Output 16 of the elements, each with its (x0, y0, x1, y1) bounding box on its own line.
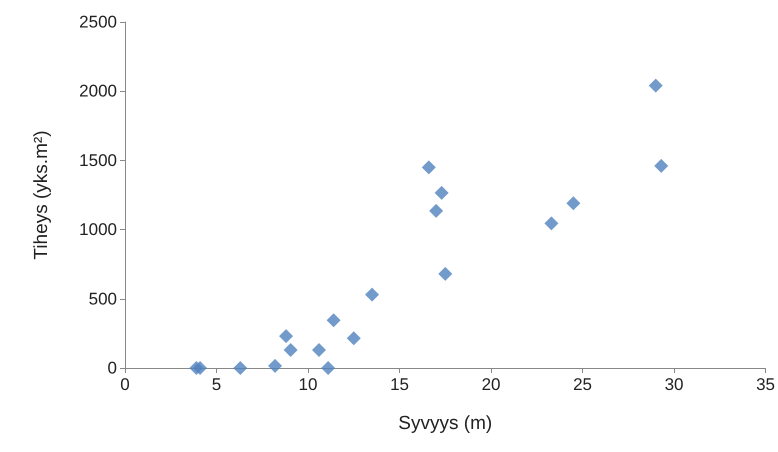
y-tick-label: 1000 (79, 220, 117, 240)
y-tick-label: 2000 (79, 82, 117, 101)
x-tick-label: 20 (482, 375, 500, 394)
x-tick-label: 35 (756, 375, 776, 394)
y-tick-label: 500 (88, 289, 117, 308)
y-axis-title: Tiheys (yks.m²) (31, 130, 52, 260)
y-tick-label: 2500 (79, 12, 117, 32)
x-tick-label: 5 (212, 375, 222, 394)
x-tick-label: 10 (298, 375, 318, 394)
x-tick-label: 0 (120, 375, 130, 394)
y-tick-label: 1500 (79, 150, 117, 170)
x-axis-title: Syvyys (m) (398, 413, 492, 434)
x-tick-label: 25 (573, 375, 592, 394)
x-tick-label: 30 (664, 375, 684, 394)
y-tick-label: 0 (108, 358, 117, 378)
x-tick-label: 15 (390, 375, 409, 394)
